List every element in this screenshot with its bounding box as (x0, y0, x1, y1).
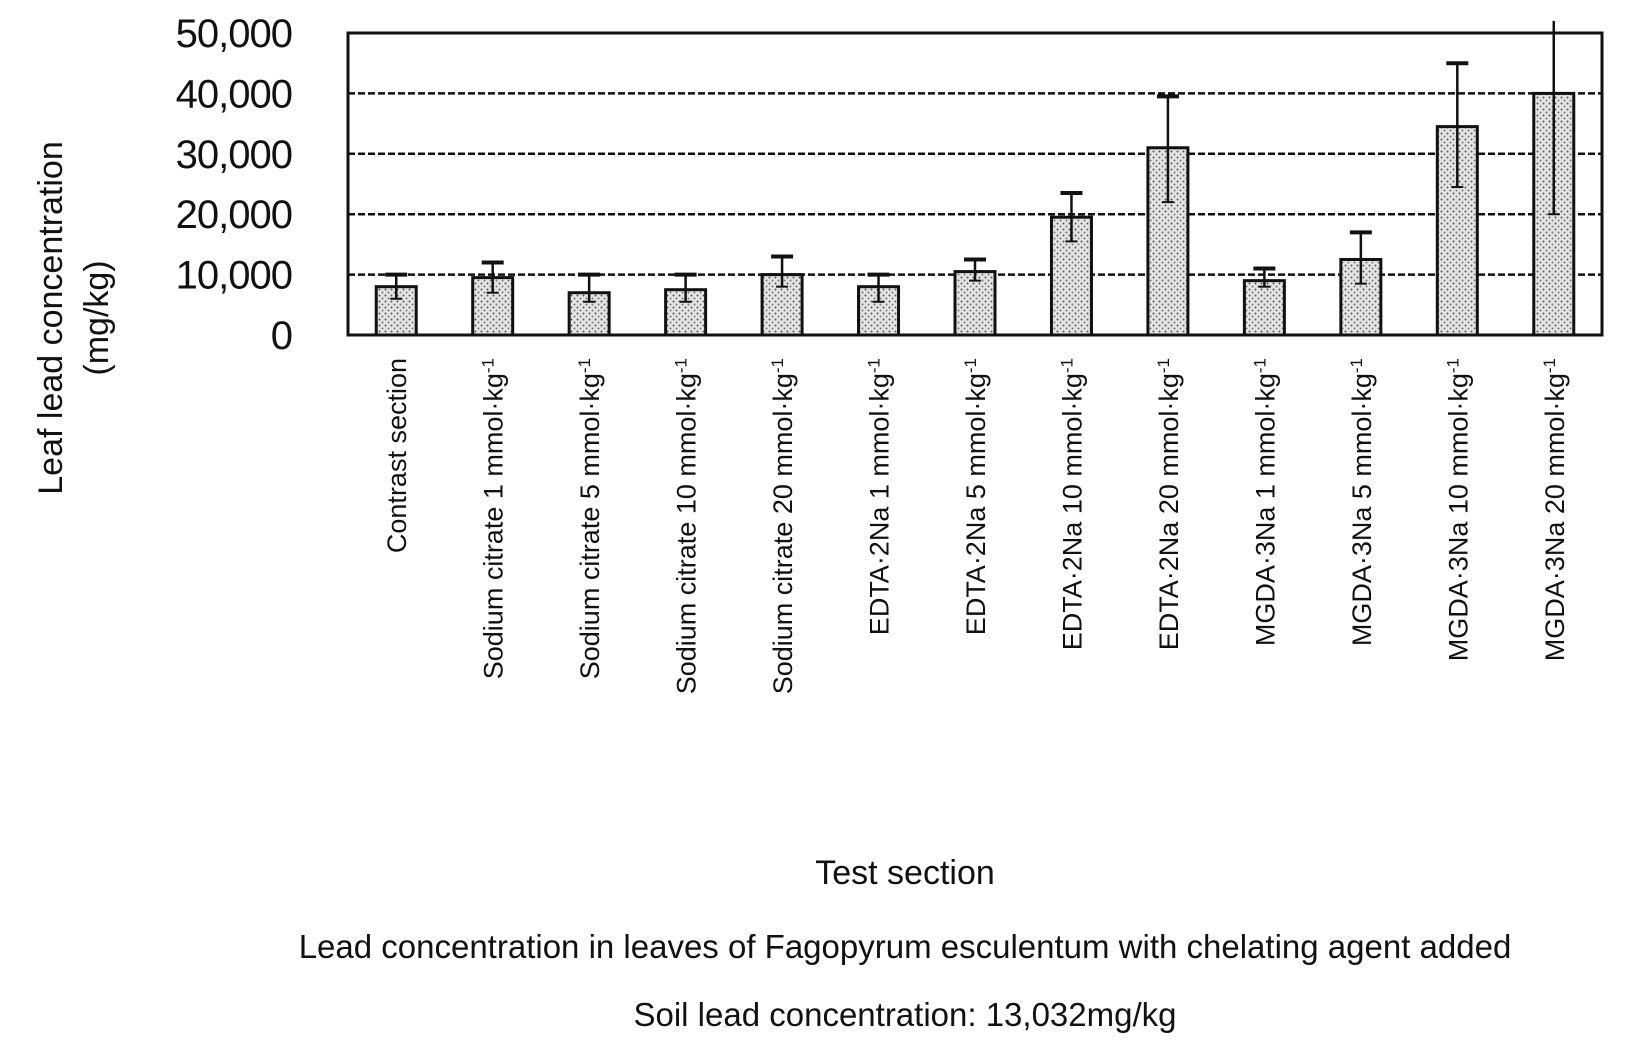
category-label: MGDA·3Na 1 mmol·kg-1 (1250, 358, 1281, 646)
x-axis-label: Test section (815, 854, 995, 892)
y-tick-label: 0 (271, 314, 292, 358)
category-label: EDTA·2Na 20 mmol·kg-1 (1153, 358, 1184, 650)
category-label: MGDA·3Na 5 mmol·kg-1 (1346, 358, 1377, 646)
y-tick-label: 20,000 (176, 193, 292, 237)
category-label: Sodium citrate 1 mmol·kg-1 (478, 358, 509, 679)
category-label: Sodium citrate 5 mmol·kg-1 (575, 358, 606, 679)
category-label: MGDA·3Na 20 mmol·kg-1 (1539, 358, 1570, 661)
y-axis-unit: (mg/kg) (78, 260, 116, 375)
y-tick-label: 10,000 (176, 254, 292, 298)
category-label: EDTA·2Na 10 mmol·kg-1 (1057, 358, 1088, 650)
y-axis-label: Leaf lead concentration (32, 141, 70, 494)
category-label: Sodium citrate 10 mmol·kg-1 (671, 358, 702, 694)
bar (1244, 281, 1284, 335)
y-tick-label: 50,000 (176, 12, 292, 56)
y-tick-label: 30,000 (176, 133, 292, 177)
gridlines (348, 93, 1602, 274)
category-label: EDTA·2Na 5 mmol·kg-1 (961, 358, 992, 635)
chart-subcaption: Soil lead concentration: 13,032mg/kg (633, 996, 1176, 1033)
category-label: MGDA·3Na 10 mmol·kg-1 (1443, 358, 1474, 661)
y-tick-label: 40,000 (176, 72, 292, 116)
chart-caption: Lead concentration in leaves of Fagopyru… (299, 928, 1512, 965)
category-label: Contrast section (382, 358, 412, 553)
category-labels: Contrast section Sodium citrate 1 mmol·kg… (382, 358, 1570, 694)
category-label: EDTA·2Na 1 mmol·kg-1 (864, 358, 895, 635)
error-bars (385, 21, 1560, 302)
y-tick-labels: 0 10,000 20,000 30,000 40,000 50,000 (176, 12, 292, 358)
category-label: Sodium citrate 20 mmol·kg-1 (768, 358, 799, 694)
